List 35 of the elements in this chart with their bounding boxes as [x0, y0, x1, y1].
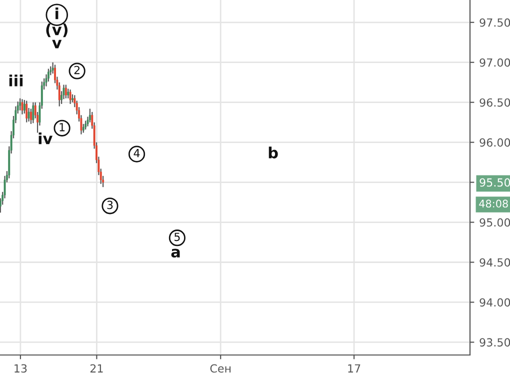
annotation: 5: [174, 232, 180, 242]
annotation: iv: [38, 132, 52, 144]
annotation: a: [171, 248, 180, 258]
x-tick-label: Сен: [210, 364, 231, 373]
y-tick-label: 95.50: [480, 178, 510, 187]
candlestick: [47, 68, 50, 82]
candlestick: [32, 102, 34, 124]
annotation: (v): [46, 24, 68, 38]
annotation: b: [268, 146, 278, 159]
candlestick: [19, 98, 22, 111]
candlestick: [69, 88, 72, 104]
y-tick-label: 95.00: [480, 218, 510, 227]
x-tick-label: 21: [90, 364, 103, 372]
candlestick: [62, 84, 65, 100]
candlestick: [64, 84, 67, 99]
x-tick-label: 13: [14, 364, 27, 373]
annotation: i: [56, 8, 58, 20]
annotation: 3: [107, 200, 113, 210]
text: 48:08: [479, 200, 508, 208]
annotation: 2: [74, 66, 80, 74]
candlestick: [26, 100, 28, 123]
y-tick-label: 97.00: [480, 58, 510, 67]
y-tick-label: 93.50: [480, 338, 510, 347]
candlestick: [21, 98, 24, 115]
y-tick-label: 96.50: [480, 98, 510, 107]
candlestick: [72, 94, 74, 103]
annotation: iii: [9, 74, 23, 86]
y-tick-label: 97.50: [480, 18, 510, 27]
y-tick-label: 96.00: [480, 138, 510, 147]
annotation: v: [52, 40, 62, 48]
x-tick-label: 17: [348, 364, 360, 372]
y-tick-label: 94.00: [480, 298, 510, 307]
annotation: 4: [134, 149, 140, 158]
y-tick-label: 94.50: [480, 258, 510, 267]
annotation: 1: [60, 123, 65, 132]
